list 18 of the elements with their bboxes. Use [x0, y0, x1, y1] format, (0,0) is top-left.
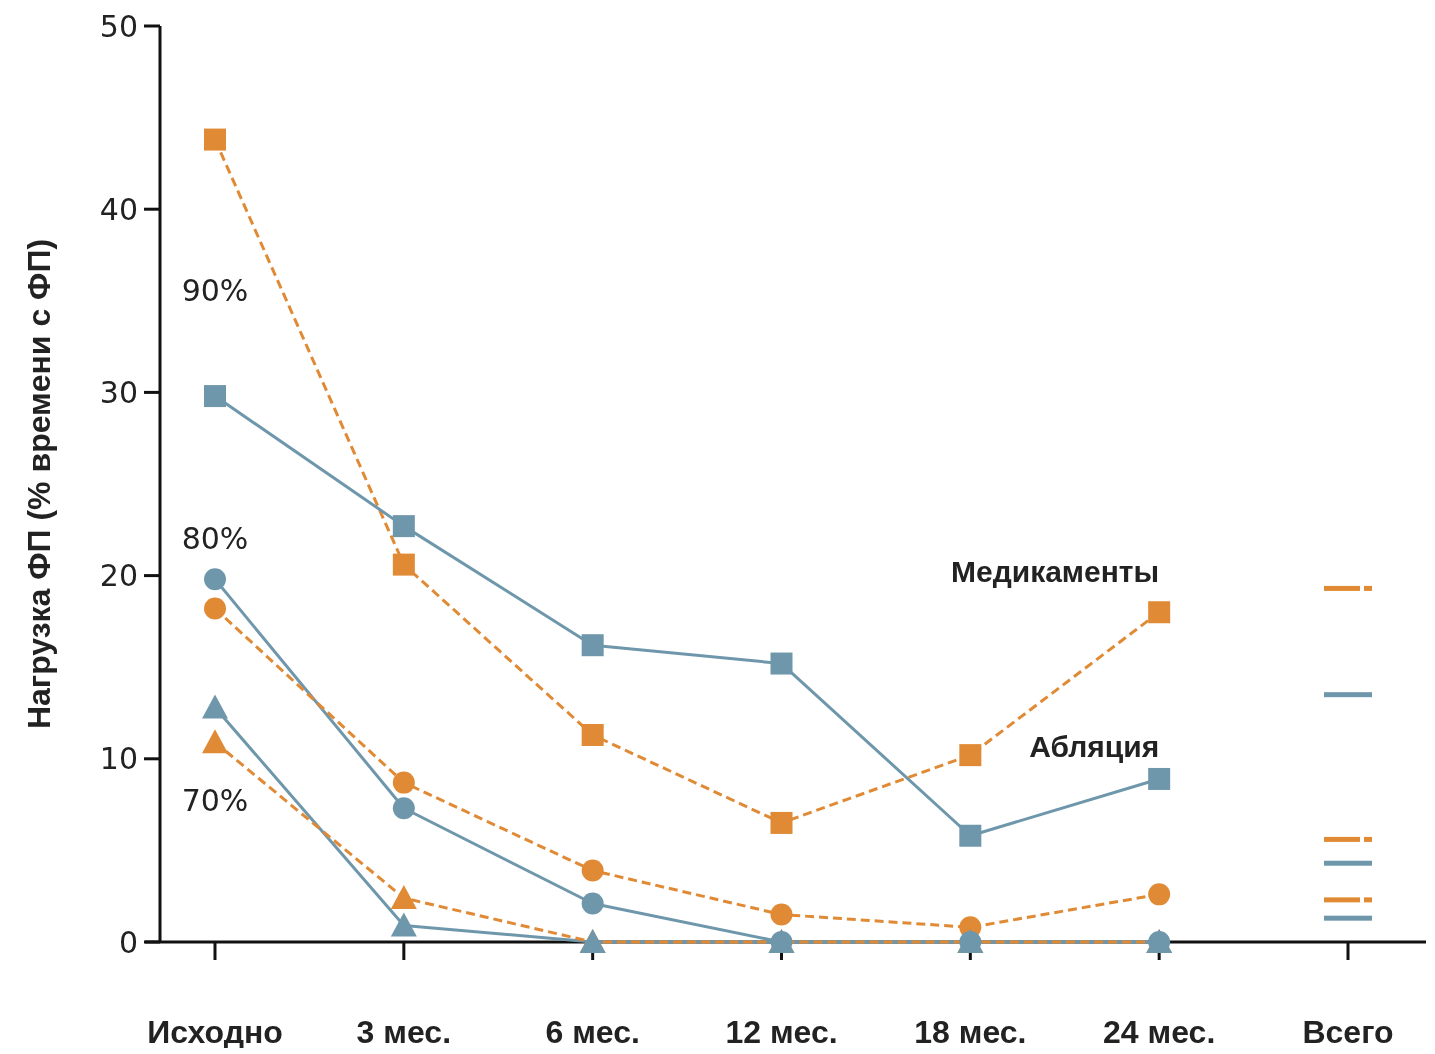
y-tick-label: 50 [99, 8, 138, 44]
y-tick-label: 0 [118, 924, 138, 960]
x-tick-label: 3 мес. [356, 1014, 452, 1050]
series-label: Медикаменты [950, 555, 1160, 589]
y-tick-label: 20 [99, 558, 138, 594]
x-tick-label: Всего [1302, 1014, 1394, 1050]
x-tick-label: 12 мес. [725, 1014, 838, 1050]
annotation: 70% [181, 782, 249, 818]
y-axis-title: Нагрузка ФП (% времени с ФП) [21, 238, 57, 730]
annotation: 80% [181, 520, 249, 556]
x-tick-label: 24 мес. [1103, 1014, 1216, 1050]
annotation: 90% [181, 272, 249, 308]
series-label: Абляция [1029, 729, 1160, 763]
y-tick-label: 10 [99, 741, 138, 777]
y-tick-label: 40 [99, 191, 138, 227]
x-tick-label: 18 мес. [914, 1014, 1027, 1050]
y-tick-label: 30 [99, 374, 138, 410]
x-tick-label: 6 мес. [545, 1014, 640, 1050]
